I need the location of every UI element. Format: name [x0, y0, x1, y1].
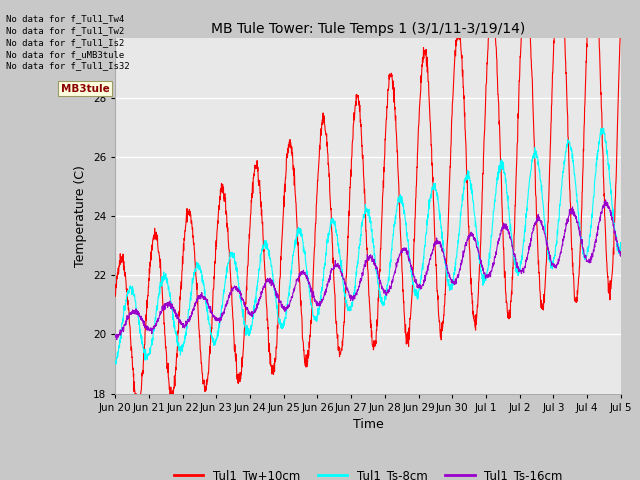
X-axis label: Time: Time: [353, 418, 383, 431]
Y-axis label: Temperature (C): Temperature (C): [74, 165, 88, 267]
Title: MB Tule Tower: Tule Temps 1 (3/1/11-3/19/14): MB Tule Tower: Tule Temps 1 (3/1/11-3/19…: [211, 22, 525, 36]
Text: No data for f_Tul1_Tw4
No data for f_Tul1_Tw2
No data for f_Tul1_Is2
No data for: No data for f_Tul1_Tw4 No data for f_Tul…: [6, 14, 130, 71]
Legend: Tul1_Tw+10cm, Tul1_Ts-8cm, Tul1_Ts-16cm: Tul1_Tw+10cm, Tul1_Ts-8cm, Tul1_Ts-16cm: [169, 465, 567, 480]
Text: MB3tule: MB3tule: [61, 84, 109, 94]
